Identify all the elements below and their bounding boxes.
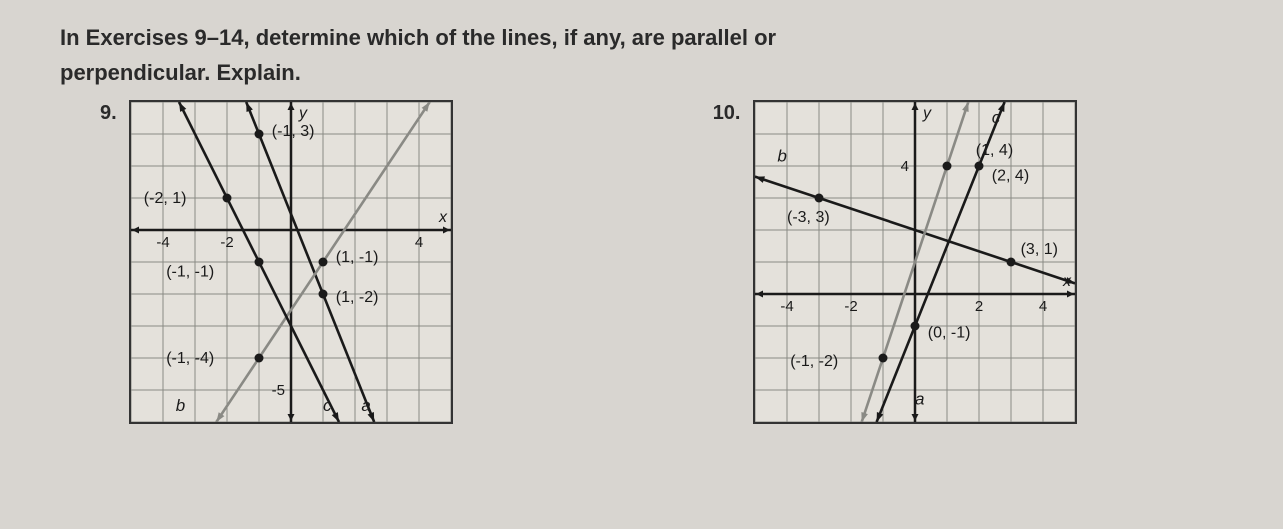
svg-text:4: 4	[1038, 298, 1046, 315]
svg-text:b: b	[175, 396, 184, 415]
svg-text:-4: -4	[156, 234, 169, 251]
svg-text:(-1, 3): (-1, 3)	[271, 123, 314, 140]
problem-number: 9.	[100, 102, 117, 125]
problem-9: 9. -4 -2 4 -5 x y b c a (-1, 3) (-2, 1) (1, -1) (-1,…	[100, 100, 453, 424]
problem-number: 10.	[713, 102, 741, 125]
svg-text:(1, -2): (1, -2)	[335, 290, 378, 307]
svg-text:-4: -4	[780, 298, 793, 315]
svg-text:4: 4	[415, 234, 423, 251]
svg-text:(2, 4): (2, 4)	[991, 168, 1028, 185]
svg-text:-2: -2	[844, 298, 857, 315]
svg-text:(3, 1): (3, 1)	[1020, 242, 1057, 259]
svg-text:y: y	[922, 105, 932, 122]
svg-text:-5: -5	[271, 382, 284, 399]
svg-text:c: c	[323, 396, 332, 415]
svg-text:(-2, 1): (-2, 1)	[143, 190, 186, 207]
svg-text:b: b	[777, 147, 786, 166]
svg-text:-2: -2	[220, 234, 233, 251]
svg-text:(-1, -4): (-1, -4)	[166, 350, 214, 367]
svg-text:x: x	[438, 209, 448, 226]
svg-text:(-1, -2): (-1, -2)	[790, 354, 838, 371]
svg-text:a: a	[361, 396, 370, 415]
instructions-line-1: In Exercises 9–14, determine which of th…	[60, 25, 776, 50]
problem-10: 10. -4-2244xyabc(1, 4)(2, 4)(-3, 3)(3, 1…	[713, 100, 1077, 424]
svg-text:(-1, -1): (-1, -1)	[166, 264, 214, 281]
svg-text:(1, 4): (1, 4)	[975, 142, 1012, 159]
svg-text:(-3, 3): (-3, 3)	[787, 210, 830, 227]
svg-text:2: 2	[974, 298, 982, 315]
instructions-line-2: perpendicular. Explain.	[60, 60, 301, 85]
svg-text:4: 4	[900, 158, 908, 175]
svg-text:c: c	[991, 108, 1000, 127]
svg-text:(1, -1): (1, -1)	[335, 250, 378, 267]
svg-text:(0, -1): (0, -1)	[927, 325, 970, 342]
problems-row: 9. -4 -2 4 -5 x y b c a (-1, 3) (-2, 1) (1, -1) (-1,…	[60, 100, 1223, 424]
instructions: In Exercises 9–14, determine which of th…	[60, 20, 1223, 90]
svg-text:y: y	[298, 105, 308, 122]
graph-10: -4-2244xyabc(1, 4)(2, 4)(-3, 3)(3, 1)(0,…	[753, 100, 1077, 424]
svg-text:a: a	[915, 390, 924, 409]
graph-9: -4 -2 4 -5 x y b c a (-1, 3) (-2, 1) (1, -1) (-1, -1…	[129, 100, 453, 424]
